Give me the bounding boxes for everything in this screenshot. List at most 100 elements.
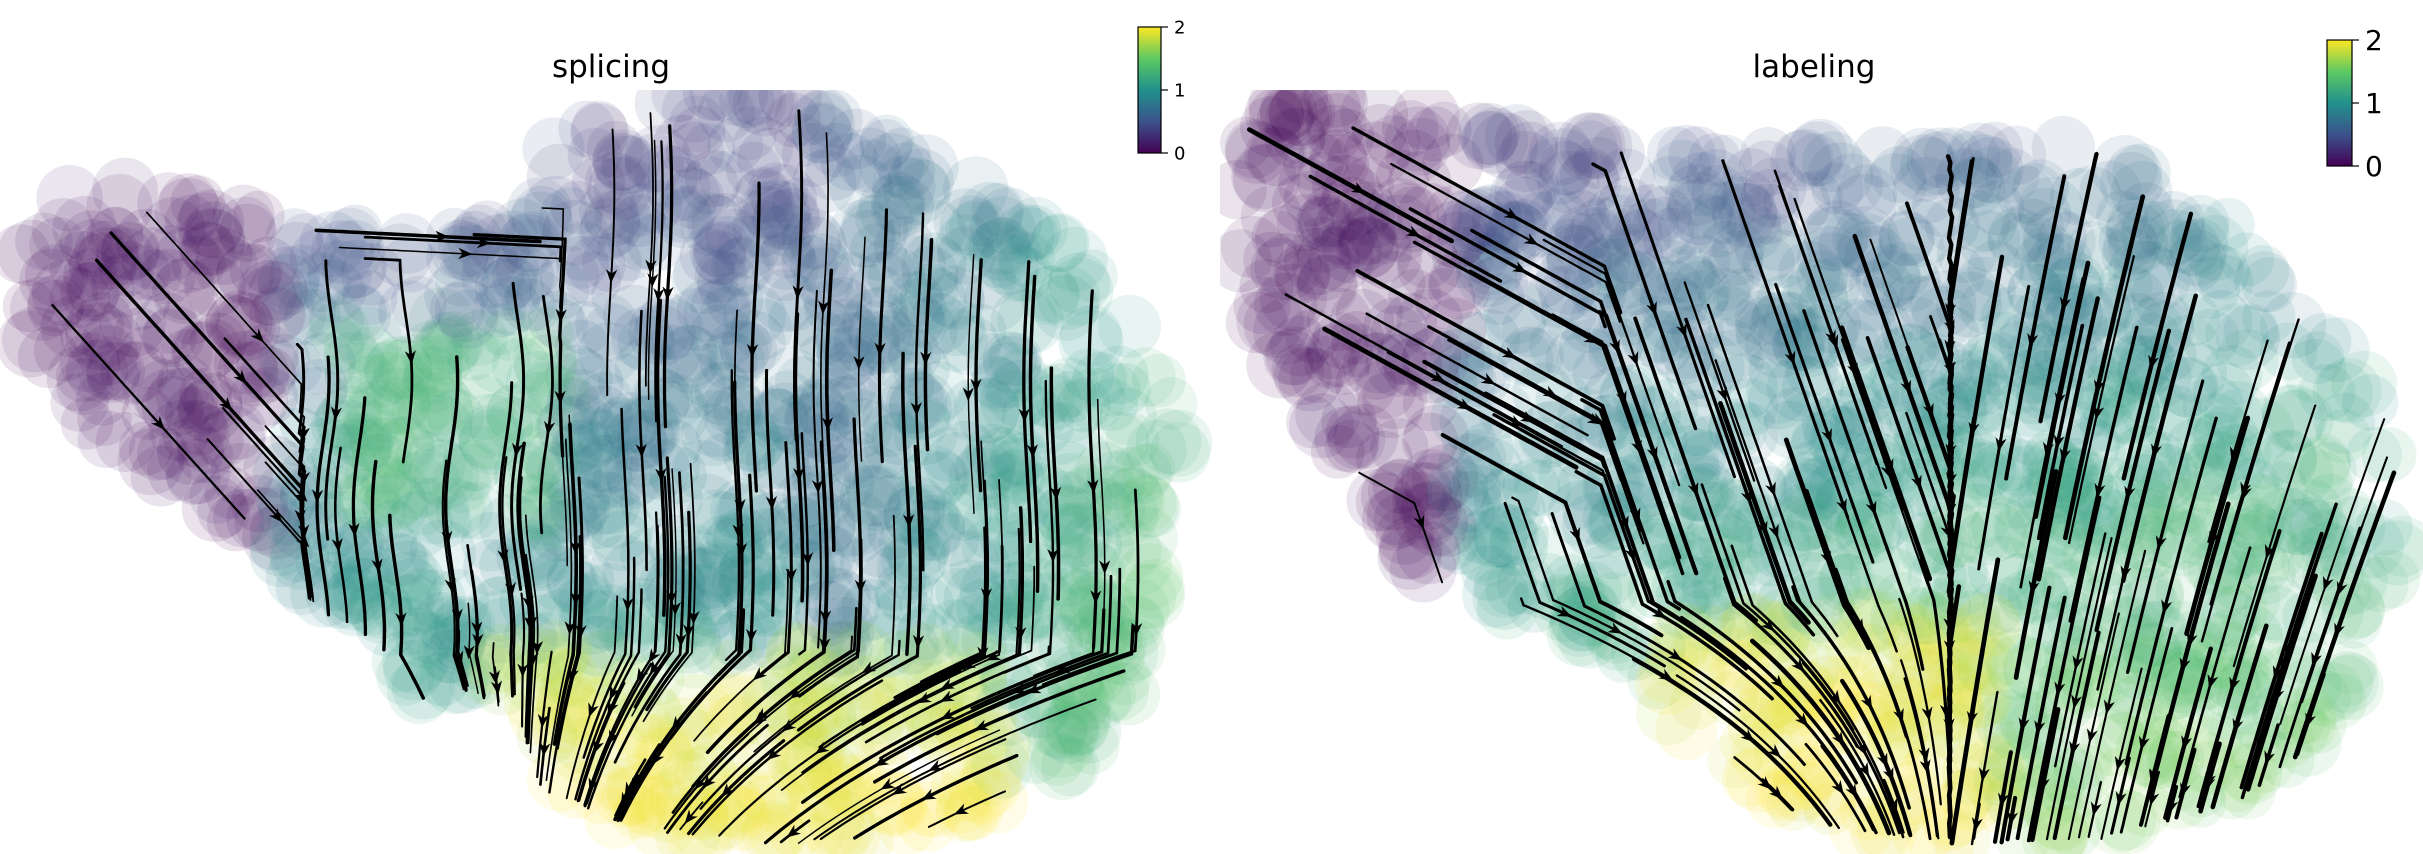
panel-title-labeling: labeling: [1753, 49, 1876, 85]
cell-point: [571, 156, 626, 210]
streamline: [443, 355, 468, 692]
cell-point: [2112, 143, 2171, 202]
cell-point: [1986, 125, 2047, 185]
cell-point: [1052, 700, 1108, 756]
cell-point: [325, 566, 383, 625]
streamline: [705, 440, 829, 755]
cell-point: [2138, 504, 2202, 568]
cell-point: [1554, 112, 1623, 181]
cell-point: [364, 459, 431, 527]
cell-point: [1494, 110, 1559, 175]
cell-point: [1758, 302, 1826, 370]
cell-point: [1067, 666, 1132, 730]
cell-point: [56, 358, 114, 416]
cell-point: [166, 450, 221, 505]
cell-point: [29, 217, 87, 275]
cell-point: [1720, 456, 1788, 524]
cell-point: [997, 246, 1053, 302]
cell-point: [1441, 410, 1496, 465]
cell-point: [2100, 335, 2168, 403]
cell-point: [928, 299, 986, 357]
cell-point: [1629, 254, 1682, 308]
cell-point: [1691, 164, 1747, 220]
cell-point: [694, 249, 748, 303]
cell-point: [1892, 416, 1958, 482]
cell-point: [828, 373, 883, 429]
cell-point: [1802, 131, 1863, 193]
cell-point: [571, 493, 627, 550]
cell-point: [2142, 191, 2205, 254]
cell-point: [479, 256, 544, 321]
cell-point: [590, 534, 657, 602]
cell-point: [668, 95, 726, 153]
cell-point: [1098, 362, 1151, 416]
streamline: [315, 355, 331, 617]
cell-point: [522, 117, 585, 180]
cell-point: [1149, 422, 1211, 483]
cell-point: [1425, 185, 1482, 242]
cell-point: [673, 242, 735, 305]
cell-point: [797, 311, 852, 366]
cell-point: [859, 132, 925, 198]
cell-point: [1548, 212, 1605, 268]
cell-point: [215, 196, 276, 256]
cell-point: [0, 224, 51, 284]
colorbar-tick-label: 1: [2365, 87, 2383, 120]
streamline: [606, 128, 616, 397]
cell-point: [1340, 90, 1409, 149]
cell-point: [800, 243, 857, 299]
cell-point: [170, 175, 225, 230]
cell-point: [1671, 522, 1734, 586]
cell-point: [0, 219, 65, 287]
cell-point: [1558, 319, 1619, 380]
cell-point: [1004, 196, 1068, 261]
cell-point: [683, 489, 749, 556]
cell-point: [2108, 239, 2172, 303]
cell-point: [2321, 655, 2374, 708]
cell-point: [792, 297, 854, 359]
cell-point: [825, 108, 887, 170]
cell-point: [1746, 359, 1810, 424]
cell-point: [1248, 90, 1311, 136]
streamline: [793, 109, 804, 441]
cell-point: [64, 297, 125, 358]
cell-point: [887, 526, 950, 589]
cell-point: [757, 187, 821, 251]
cell-point: [409, 519, 476, 586]
cell-point: [1264, 107, 1326, 169]
cell-point: [1463, 110, 1518, 165]
cell-point: [2127, 430, 2190, 493]
cell-point: [606, 456, 660, 510]
cell-point: [466, 329, 531, 394]
cell-point: [1303, 90, 1366, 128]
cell-point: [446, 327, 501, 381]
cell-point: [1116, 543, 1184, 611]
streamline: [498, 381, 515, 698]
cell-point: [1239, 96, 1301, 158]
cell-point: [1718, 183, 1778, 242]
cell-point: [680, 403, 744, 467]
cell-point: [970, 196, 1036, 262]
cell-point: [382, 627, 449, 694]
cell-point: [1789, 133, 1843, 187]
streamline: [613, 471, 685, 764]
cell-point: [1529, 128, 1598, 197]
cell-point: [889, 371, 957, 440]
cell-point: [362, 472, 429, 539]
cell-point: [2098, 212, 2157, 271]
cell-point: [1961, 736, 2025, 799]
cell-point: [446, 439, 498, 492]
cell-point: [178, 192, 233, 247]
cell-point: [1440, 471, 1502, 533]
cell-point: [2129, 312, 2183, 366]
cell-point: [1336, 217, 1399, 280]
cell-point: [2002, 163, 2066, 226]
cell-point: [672, 439, 733, 500]
cell-point: [907, 361, 969, 423]
cell-point: [1396, 520, 1461, 585]
cell-point: [163, 287, 221, 345]
cell-point: [373, 339, 433, 399]
cell-point: [1880, 274, 1947, 341]
cell-point: [941, 595, 1005, 659]
cell-point: [1289, 347, 1346, 404]
